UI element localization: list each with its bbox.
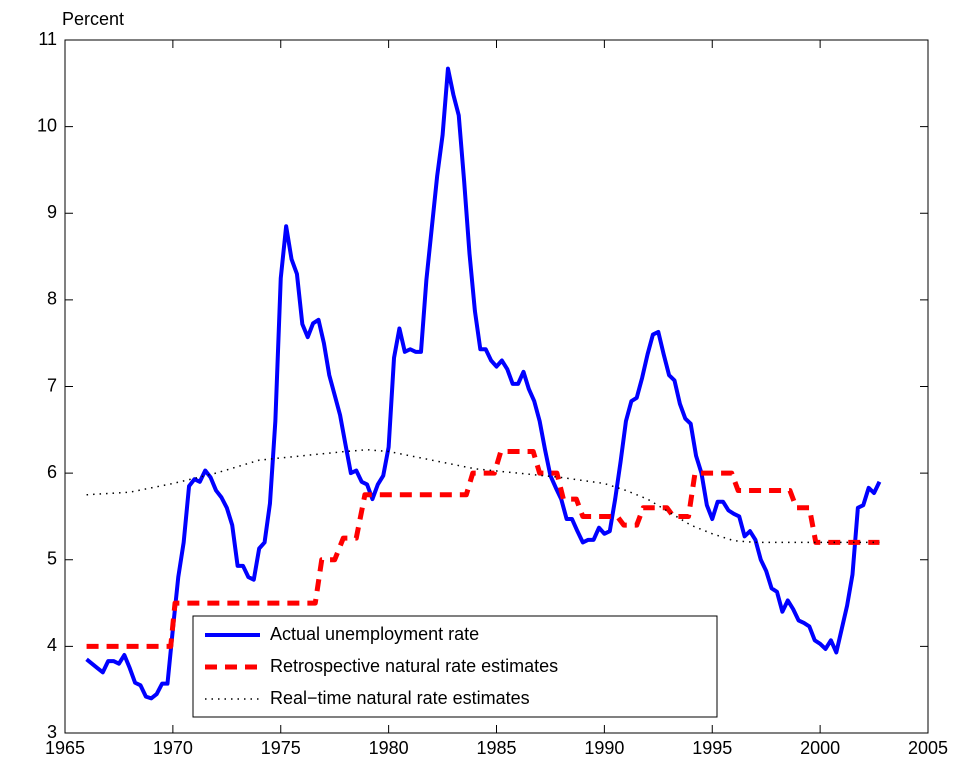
y-tick-label: 11: [38, 29, 57, 49]
y-tick-label: 10: [37, 115, 57, 135]
y-tick-label: 3: [47, 722, 57, 742]
x-tick-label: 2000: [800, 738, 840, 758]
x-tick-label: 2005: [908, 738, 948, 758]
x-tick-label: 1980: [369, 738, 409, 758]
x-tick-label: 1995: [692, 738, 732, 758]
legend-label: Retrospective natural rate estimates: [270, 656, 558, 676]
x-tick-label: 1990: [584, 738, 624, 758]
y-tick-label: 5: [47, 549, 57, 569]
legend-label: Actual unemployment rate: [270, 624, 479, 644]
x-tick-label: 1970: [153, 738, 193, 758]
y-axis-label: Percent: [62, 9, 124, 29]
x-tick-label: 1985: [476, 738, 516, 758]
y-tick-label: 7: [47, 375, 57, 395]
legend-box: [192, 615, 718, 718]
y-tick-label: 9: [47, 202, 57, 222]
y-tick-label: 6: [47, 462, 57, 482]
x-tick-label: 1965: [45, 738, 85, 758]
y-tick-label: 4: [47, 635, 57, 655]
series-line: [85, 66, 882, 701]
x-tick-label: 1975: [261, 738, 301, 758]
y-tick-label: 8: [47, 289, 57, 309]
legend-label: Real−time natural rate estimates: [270, 688, 530, 708]
